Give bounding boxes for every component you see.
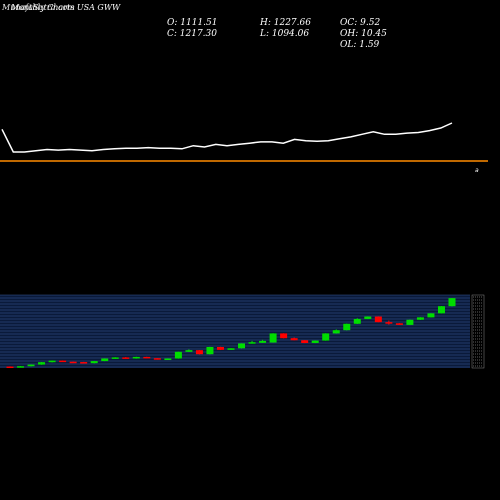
candle-body (101, 358, 109, 362)
candle-body (122, 357, 130, 359)
candles (6, 298, 456, 369)
candle-body (248, 342, 256, 344)
high-value: H: 1227.66 (260, 18, 311, 28)
candle-body (395, 323, 403, 325)
candle-body (195, 350, 203, 355)
candle-body (290, 338, 298, 341)
candle-body (385, 322, 393, 324)
open-value: O: 1111.51 (167, 18, 218, 28)
candle-body (153, 358, 161, 360)
oh-value: OH: 10.45 (340, 29, 387, 39)
marker-label: a (475, 167, 479, 174)
candle-body (280, 333, 288, 339)
candle-body (216, 346, 224, 350)
candle-body (6, 366, 14, 369)
candle-body (90, 361, 98, 364)
close-value: C: 1217.30 (167, 29, 217, 39)
candle-body (437, 306, 445, 314)
line-series-path (1, 122, 453, 153)
candle-body (111, 357, 119, 359)
candle-body (164, 358, 172, 361)
chart-subtitle: Monthly Charts USA GWW (11, 3, 121, 12)
candle-body (427, 313, 435, 318)
candle-body (374, 316, 382, 323)
candle-body (269, 333, 277, 343)
candle-body (353, 318, 361, 324)
candle-body (406, 319, 414, 325)
ol-value: OL: 1.59 (340, 40, 380, 50)
candle-body (17, 366, 25, 368)
candle-body (80, 362, 88, 364)
candle-body (301, 340, 309, 343)
band-background (0, 295, 470, 368)
candle-body (332, 330, 340, 334)
candle-body (174, 351, 182, 359)
candle-body (59, 360, 67, 363)
candle-body (238, 343, 246, 349)
candle-body (227, 348, 235, 350)
candle-body (132, 356, 140, 359)
candle-body (38, 362, 46, 365)
candle-body (448, 298, 456, 307)
candle-body (206, 346, 214, 355)
candle-body (185, 350, 193, 352)
candle-body (416, 317, 424, 320)
site-title: MunafaSutra.com (2, 3, 75, 12)
candle-body (48, 360, 56, 363)
candle-band (0, 294, 485, 369)
candle-body (364, 316, 372, 319)
line-series (1, 122, 453, 153)
low-value: L: 1094.06 (260, 29, 310, 39)
candle-body (259, 340, 267, 343)
candle-body (27, 364, 35, 367)
oc-value: OC: 9.52 (340, 18, 381, 28)
candle-body (322, 333, 330, 341)
scale-strip (471, 294, 485, 369)
candle-body (143, 356, 151, 359)
candle-body (69, 361, 77, 364)
candle-body (343, 323, 351, 331)
candle-body (311, 340, 319, 343)
